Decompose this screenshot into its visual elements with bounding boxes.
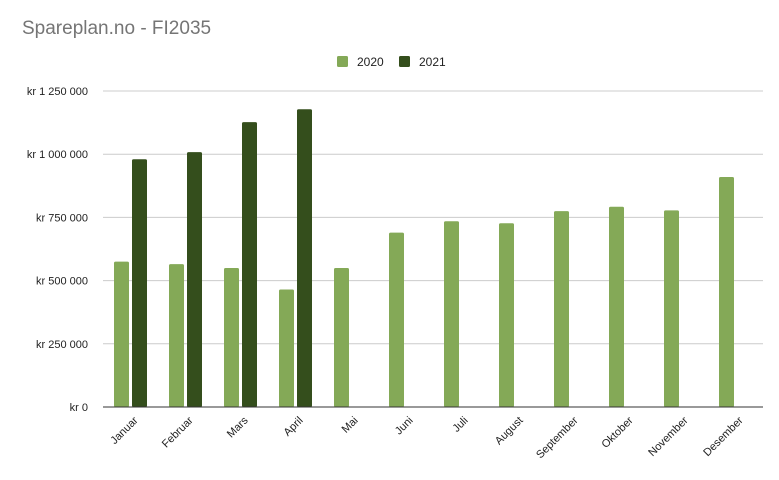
- x-tick-label: August: [493, 415, 526, 448]
- legend-swatch-2020: [337, 56, 348, 67]
- x-tick-label: September: [534, 414, 581, 461]
- legend-label-2021: 2021: [419, 55, 446, 69]
- bar-2020-mai: [334, 267, 349, 407]
- bar-2021-mars: [242, 122, 257, 408]
- y-tick-label: kr 0: [70, 402, 88, 414]
- x-tick-label: Mai: [340, 415, 361, 436]
- bar-2021-februar: [187, 152, 202, 407]
- y-tick-label: kr 1 000 000: [27, 149, 88, 161]
- y-axis-tick-labels: kr 0 kr 250 000 kr 500 000 kr 750 000 kr 1 0…: [27, 86, 88, 414]
- y-tick-label: kr 1 250 000: [27, 86, 88, 98]
- bar-2020-august: [499, 223, 514, 407]
- bar-2020-juli: [444, 221, 459, 407]
- y-tick-label: kr 500 000: [36, 276, 88, 288]
- x-axis-tick-labels: Januar Februar Mars April Mai Juni Juli August S…: [108, 414, 746, 461]
- bar-2020-mars: [224, 267, 239, 407]
- x-tick-label: Mars: [225, 414, 251, 440]
- x-tick-label: Juli: [450, 415, 470, 435]
- x-tick-label: Januar: [108, 414, 141, 447]
- x-tick-label: Oktober: [599, 414, 635, 450]
- bar-2020-desember: [719, 176, 734, 407]
- bar-2020-april: [279, 289, 294, 407]
- y-tick-label: kr 750 000: [36, 212, 88, 224]
- x-tick-label: Februar: [160, 414, 196, 450]
- bars: [114, 109, 734, 408]
- legend-label-2020: 2020: [357, 55, 384, 69]
- x-tick-label: Desember: [701, 414, 746, 459]
- bar-2020-januar: [114, 261, 129, 407]
- bar-2020-februar: [169, 264, 184, 407]
- legend-swatch-2021: [399, 56, 410, 67]
- bar-2021-april: [297, 109, 312, 407]
- legend: 2020 2021: [337, 55, 446, 69]
- x-tick-label: April: [282, 415, 306, 439]
- x-tick-label: November: [646, 414, 691, 459]
- gridlines: [103, 90, 763, 345]
- bar-2020-september: [554, 211, 569, 407]
- bar-2020-juni: [389, 232, 404, 407]
- y-tick-label: kr 250 000: [36, 339, 88, 351]
- bar-2020-november: [664, 210, 679, 407]
- chart-title: Spareplan.no - FI2035: [22, 18, 212, 39]
- bar-2020-oktober: [609, 206, 624, 407]
- bar-2021-januar: [132, 159, 147, 407]
- x-tick-label: Juni: [393, 415, 416, 438]
